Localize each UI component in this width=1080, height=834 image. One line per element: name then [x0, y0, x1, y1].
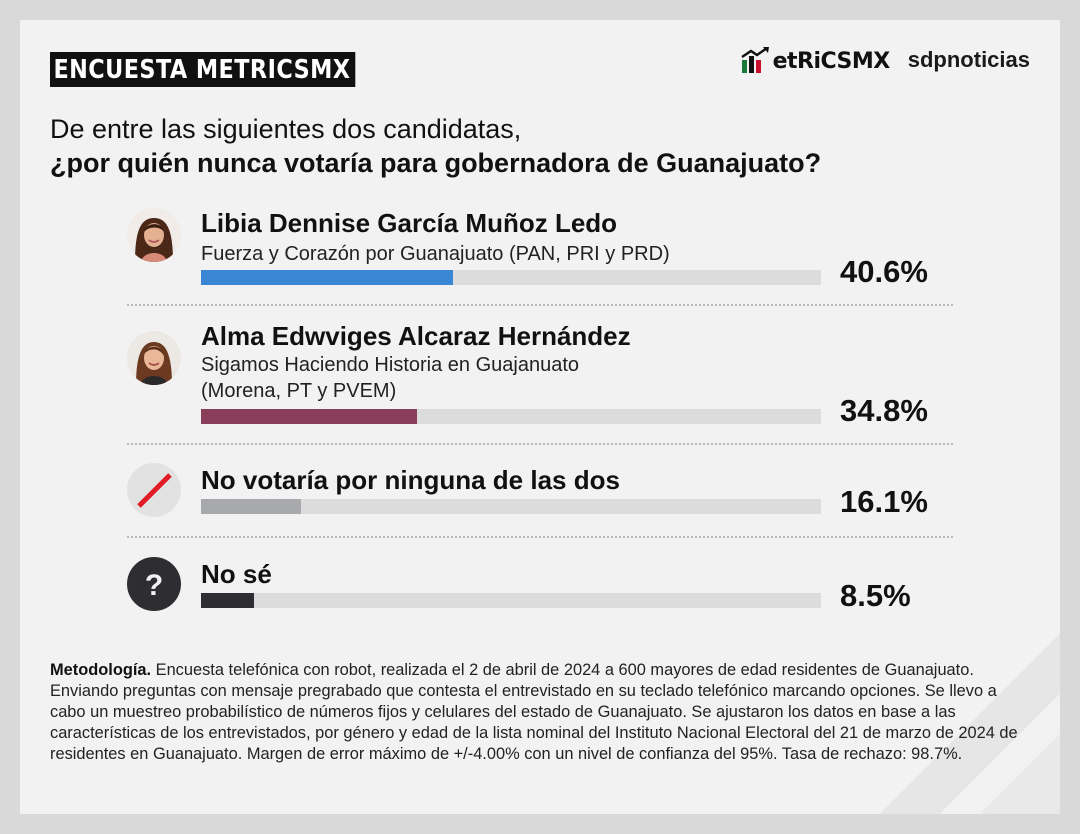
background-decoration	[860, 614, 1060, 814]
logos: etRiCSMX sdpnoticias	[740, 46, 1030, 74]
option-party-line-2: (Morena, PT y PVEM)	[201, 380, 397, 402]
divider	[127, 443, 953, 445]
svg-text:?: ?	[145, 569, 163, 602]
option-name: No sé	[201, 559, 272, 589]
bar-fill	[201, 270, 453, 285]
question-line-2: ¿por quién nunca votaría para gobernador…	[50, 148, 822, 178]
option-name: Alma Edwviges Alcaraz Hernández	[201, 321, 631, 351]
candidate-1-portrait-icon	[127, 208, 181, 262]
bar-fill	[201, 593, 254, 608]
option-name: No votaría por ninguna de las dos	[201, 465, 620, 495]
data-label: 16.1%	[840, 484, 928, 519]
sdpnoticias-logo: sdpnoticias	[907, 47, 1030, 72]
metricsmx-wordmark: etRiCSMX	[772, 49, 891, 74]
bar-track	[201, 593, 821, 608]
survey-badge: ENCUESTA METRICSMX	[50, 52, 356, 87]
data-label: 40.6%	[840, 254, 928, 289]
option-name: Libia Dennise García Muñoz Ledo	[201, 208, 618, 238]
option-party: Sigamos Haciendo Historia en Guajanuato	[201, 354, 579, 376]
methodology-text: Metodología. Encuesta telefónica con rob…	[50, 660, 1030, 765]
metricsmx-arrow-icon	[740, 47, 769, 73]
option-party: Fuerza y Corazón por Guanajuato (PAN, PR…	[201, 243, 670, 265]
data-label: 8.5%	[840, 578, 911, 613]
divider	[127, 536, 953, 538]
bar-track	[201, 270, 821, 285]
methodology-body: Encuesta telefónica con robot, realizada…	[50, 661, 1018, 763]
prohibited-slash-icon	[127, 463, 181, 517]
bar-fill	[201, 409, 417, 424]
data-label: 34.8%	[840, 393, 928, 428]
bar-track	[201, 499, 821, 514]
bar-track	[201, 409, 821, 424]
bar-fill	[201, 499, 301, 514]
metricsmx-logo: etRiCSMX	[740, 46, 891, 74]
candidate-2-portrait-icon	[127, 331, 181, 385]
question-line-1: De entre las siguientes dos candidatas,	[50, 114, 522, 144]
divider	[127, 304, 953, 306]
survey-card: ENCUESTA METRICSMX etRiCSMX sdpnoticias …	[20, 20, 1060, 814]
methodology-label: Metodología.	[50, 661, 152, 679]
question-mark-icon: ?	[127, 557, 181, 611]
